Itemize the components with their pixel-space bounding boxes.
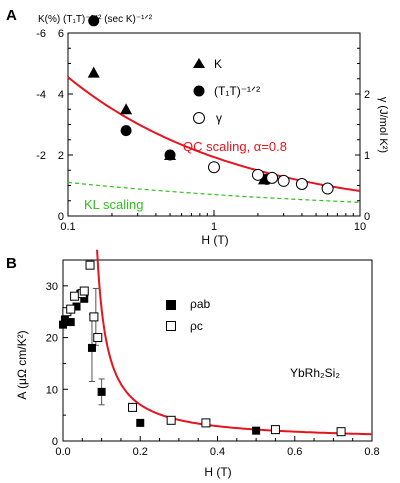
panel-b-ticks: 0.0 0.2 0.4 0.6 0.8 0 10 20 30 — [46, 259, 380, 458]
panel-a-right-axis-label: γ (J/mol K²) — [377, 97, 389, 153]
a-x-tick-label: 10 — [354, 221, 366, 233]
rho-ab-point — [66, 318, 75, 327]
panel-b-label: B — [6, 255, 17, 272]
a-right-tick-label: 2 — [364, 89, 370, 101]
gamma-point — [277, 174, 290, 187]
a-left-tick-label: 0 — [58, 211, 64, 223]
gamma-point — [295, 177, 308, 190]
compound-label: YbRh₂Si₂ — [290, 366, 340, 380]
rho-c-point — [270, 425, 280, 435]
b-x-tick-label: 0.0 — [55, 446, 70, 458]
k-point — [120, 103, 133, 115]
legend-rho-ab-label: ρab — [190, 297, 211, 311]
rho-ab-point — [136, 418, 145, 427]
gamma-point — [321, 182, 334, 195]
gamma-point — [266, 171, 279, 184]
rho-ab-point — [97, 387, 106, 396]
rho-c-point — [93, 333, 103, 343]
legend-gamma-label: γ — [216, 111, 222, 125]
rho-c-point — [70, 291, 80, 301]
t1t-point — [120, 125, 132, 137]
kl-scaling-annotation: KL scaling — [84, 197, 144, 212]
rho-ab-point — [72, 302, 81, 311]
panel-b-fit-curve — [96, 249, 373, 436]
rho-c-point — [66, 304, 76, 314]
a-x-tick-label: 0.1 — [60, 221, 75, 233]
legend-k-marker — [193, 58, 205, 68]
gamma-point — [251, 168, 264, 181]
legend-gamma-marker — [193, 112, 205, 124]
legend-k-label: K — [214, 57, 222, 71]
rho-c-point — [85, 260, 95, 270]
rho-ab-point — [60, 315, 69, 324]
panel-a-legend: K (T₁T)⁻¹ᐟ² γ — [193, 57, 260, 125]
panel-b-y-axis-label: A (μΩ cm/K²) — [15, 330, 29, 399]
rho-ab-point — [80, 294, 89, 303]
legend-rho-c-marker — [166, 321, 176, 331]
qc-scaling-curve — [67, 76, 361, 192]
b-y-tick-label: 20 — [46, 333, 58, 345]
panel-b-legend: ρab ρc — [166, 297, 211, 333]
a-left-tick-label: 4 — [58, 89, 64, 101]
panel-a-x-axis-label: H (T) — [201, 233, 228, 247]
rho-c-point — [336, 427, 346, 437]
b-y-tick-label: 0 — [52, 436, 58, 448]
legend-rho-c-label: ρc — [190, 319, 203, 333]
a-right-tick-label: 0 — [364, 211, 370, 223]
a-right-tick-label: 1 — [364, 150, 370, 162]
t1t-point — [88, 15, 100, 27]
a-x-tick-label: 1 — [211, 221, 217, 233]
b-x-tick-label: 0.8 — [364, 446, 379, 458]
legend-t1t-label: (T₁T)⁻¹ᐟ² — [214, 84, 260, 98]
b-x-tick-label: 0.6 — [287, 446, 302, 458]
k-point — [87, 66, 100, 78]
rho-c-point — [89, 312, 99, 322]
rho-c-point — [79, 286, 89, 296]
rho-c-point — [128, 402, 138, 412]
rho-c-point — [201, 418, 211, 428]
legend-t1t-marker — [193, 85, 205, 97]
rho-ab-point — [252, 426, 261, 435]
a-left-k-tick-label: -6 — [36, 28, 46, 40]
rho-c-point — [166, 415, 176, 425]
panel-a-label: A — [6, 7, 17, 24]
qc-scaling-annotation: QC scaling, α=0.8 — [183, 139, 287, 154]
rho-ab-point — [87, 343, 96, 352]
a-left-tick-label: 2 — [58, 150, 64, 162]
b-y-tick-label: 30 — [46, 281, 58, 293]
panel-b-points — [59, 260, 346, 437]
panel-b-x-axis-label: H (T) — [204, 465, 231, 479]
a-left-k-tick-label: -4 — [36, 89, 46, 101]
b-y-tick-label: 10 — [46, 384, 58, 396]
t1t-point — [164, 149, 176, 161]
rho-ab-point — [59, 320, 67, 329]
panel-a-fit-curves — [67, 76, 361, 203]
a-left-tick-label: 6 — [58, 28, 64, 40]
a-left-k-tick-label: -2 — [36, 150, 46, 162]
b-x-tick-label: 0.2 — [133, 446, 148, 458]
legend-rho-ab-marker — [166, 300, 176, 310]
panel-a-points — [87, 15, 334, 195]
b-x-tick-label: 0.4 — [210, 446, 225, 458]
panel-b-fit-line — [96, 249, 373, 436]
gamma-point — [208, 161, 220, 174]
